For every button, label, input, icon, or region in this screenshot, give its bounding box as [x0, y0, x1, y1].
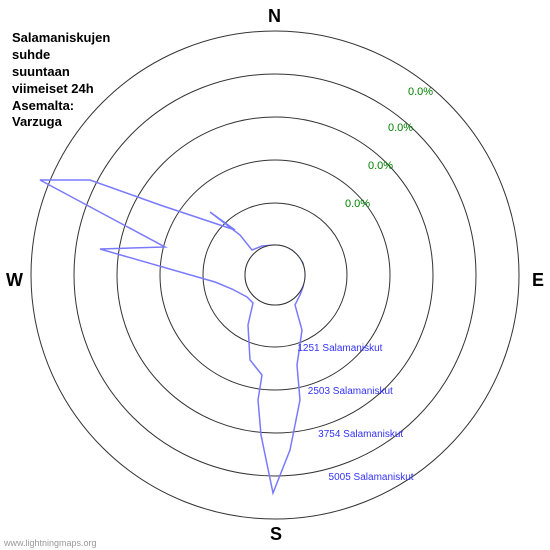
- percent-label: 0.0%: [368, 160, 393, 172]
- cardinal-e: E: [532, 270, 544, 291]
- ring-label: 5005 Salamaniskut: [329, 472, 414, 483]
- cardinal-n: N: [268, 6, 281, 27]
- ring-label: 1251 Salamaniskut: [297, 343, 382, 354]
- percent-label: 0.0%: [388, 122, 413, 134]
- cardinal-s: S: [270, 524, 282, 545]
- chart-title: Salamaniskujen suhde suuntaan viimeiset …: [12, 30, 110, 131]
- percent-label: 0.0%: [408, 86, 433, 98]
- percent-label: 0.0%: [345, 198, 370, 210]
- ring-label: 2503 Salamaniskut: [308, 386, 393, 397]
- ring-label: 3754 Salamaniskut: [318, 429, 403, 440]
- inner-circle: [245, 245, 305, 305]
- footer-credit: www.lightningmaps.org: [4, 538, 97, 548]
- cardinal-w: W: [6, 270, 23, 291]
